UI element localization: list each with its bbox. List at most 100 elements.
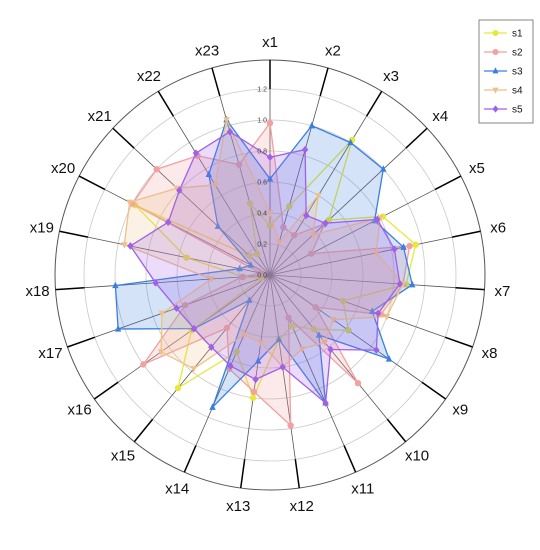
- data-point-s5-x23: [226, 127, 234, 136]
- data-point-s4-x3: [315, 192, 322, 200]
- data-point-s4-x14: [240, 332, 248, 339]
- data-point-s3-x21: [214, 222, 222, 229]
- radial-tick-label: 0.2: [257, 242, 267, 249]
- data-point-s2-x19: [257, 269, 265, 277]
- axis-spoke-outer: [157, 90, 174, 117]
- data-point-s1-x8: [339, 297, 347, 305]
- data-point-s5-x9: [373, 346, 380, 354]
- axis-label-x6: x6: [490, 220, 506, 237]
- axis-spoke-outer: [294, 459, 301, 489]
- series-s2: [129, 119, 413, 429]
- legend-marker: [492, 105, 499, 113]
- axis-label-x10: x10: [405, 448, 429, 465]
- series-s1: [131, 136, 419, 402]
- data-point-s5-x19: [127, 242, 134, 250]
- data-point-s4-x17: [158, 310, 166, 318]
- data-point-s1-x2: [286, 203, 293, 210]
- data-point-s3-x1: [266, 174, 274, 182]
- axis-spoke-outer: [386, 418, 407, 443]
- axis-label-x13: x13: [226, 498, 250, 515]
- radial-tick-label: 0.8: [257, 149, 267, 156]
- data-point-s4-x20: [126, 199, 133, 207]
- data-point-s2-x12: [287, 422, 294, 429]
- axis-label-x22: x22: [137, 68, 161, 85]
- series-s5: [127, 127, 404, 407]
- axis-spoke-outer: [451, 230, 481, 238]
- data-point-s3-x6: [400, 243, 407, 250]
- axis-spoke-outer: [67, 336, 95, 348]
- axis-label-x18: x18: [25, 283, 49, 300]
- data-point-s2-x6: [406, 242, 413, 250]
- legend-marker: [492, 87, 499, 94]
- data-point-s3-x10: [315, 331, 323, 338]
- axis-label-x17: x17: [38, 345, 62, 362]
- data-point-s1-x23: [246, 200, 254, 207]
- data-point-s2-x5: [308, 250, 315, 257]
- legend-label: s3: [512, 67, 523, 78]
- axis-spoke-outer: [133, 418, 154, 443]
- legend-marker: [492, 30, 499, 36]
- axis-label-x3: x3: [383, 68, 399, 85]
- data-point-s5-x20: [164, 218, 172, 227]
- data-point-s2-x15: [223, 324, 231, 332]
- data-point-s3-x18: [112, 281, 119, 289]
- axis-spoke-outer: [405, 127, 428, 149]
- data-point-s5-x7: [396, 280, 404, 288]
- data-point-s5-x14: [227, 362, 234, 370]
- data-point-s3-x15: [246, 296, 253, 303]
- data-point-s1-x21: [246, 252, 253, 260]
- data-point-s4-x21: [173, 185, 181, 193]
- data-point-s4-x19: [121, 242, 128, 249]
- data-point-s5-x6: [391, 245, 398, 253]
- data-point-s5-x17: [173, 304, 180, 313]
- legend-label: s2: [512, 48, 523, 59]
- data-point-s3-x22: [205, 170, 212, 177]
- series-line-s2: [131, 121, 411, 428]
- axis-spoke: [269, 236, 453, 276]
- series-layer: [112, 115, 419, 429]
- axis-spoke-outer: [434, 175, 462, 191]
- data-point-s1-x11: [289, 322, 296, 330]
- axis-label-x8: x8: [482, 345, 498, 362]
- radial-tick-labels: 0.0 0.2 0.4 0.6 0.8 1.0 1.2: [257, 87, 267, 280]
- data-point-s4-x16: [157, 349, 165, 356]
- axis-label-x23: x23: [195, 43, 219, 60]
- data-point-s4-x9: [330, 317, 337, 324]
- data-point-s3-x7: [409, 280, 416, 288]
- data-point-s3-x19: [236, 264, 243, 272]
- legend-item-s2: s2: [484, 48, 523, 59]
- data-point-s4-x10: [321, 339, 328, 347]
- data-point-s5-x15: [208, 343, 215, 351]
- axis-label-x5: x5: [469, 160, 485, 177]
- data-point-s5-x11: [322, 399, 329, 407]
- data-point-s1-x15: [174, 384, 182, 392]
- data-point-s5-x10: [327, 345, 334, 354]
- data-point-s3-x4: [380, 165, 387, 172]
- data-point-s3-x3: [347, 138, 354, 146]
- legend-label: s4: [512, 86, 523, 97]
- data-point-s3-x17: [114, 324, 122, 332]
- axis-spoke: [269, 274, 446, 338]
- legend-item-s1: s1: [484, 29, 523, 40]
- axis-spoke-outer: [112, 127, 135, 149]
- axis-spoke-outer: [421, 381, 447, 400]
- legend-marker: [492, 49, 499, 55]
- axis-label-x11: x11: [351, 481, 374, 498]
- axis-spoke-outer: [59, 230, 89, 238]
- data-point-s3-x9: [385, 355, 393, 362]
- axis-spoke: [269, 189, 436, 276]
- data-point-s2-x11: [285, 314, 292, 321]
- data-point-s2-x21: [153, 166, 160, 173]
- axis-label-x16: x16: [68, 401, 92, 418]
- data-point-s3-x14: [209, 403, 216, 410]
- axis-spoke: [269, 274, 345, 446]
- axis-label-x2: x2: [325, 43, 341, 60]
- data-point-s4-x22: [212, 182, 219, 189]
- data-point-s4-x11: [298, 346, 306, 353]
- data-point-s2-x16: [140, 361, 147, 368]
- axis-spoke-outer: [78, 175, 106, 191]
- data-point-s1-x10: [310, 325, 318, 333]
- radial-tick-label: 1.2: [257, 87, 267, 94]
- axis-spoke: [195, 274, 271, 446]
